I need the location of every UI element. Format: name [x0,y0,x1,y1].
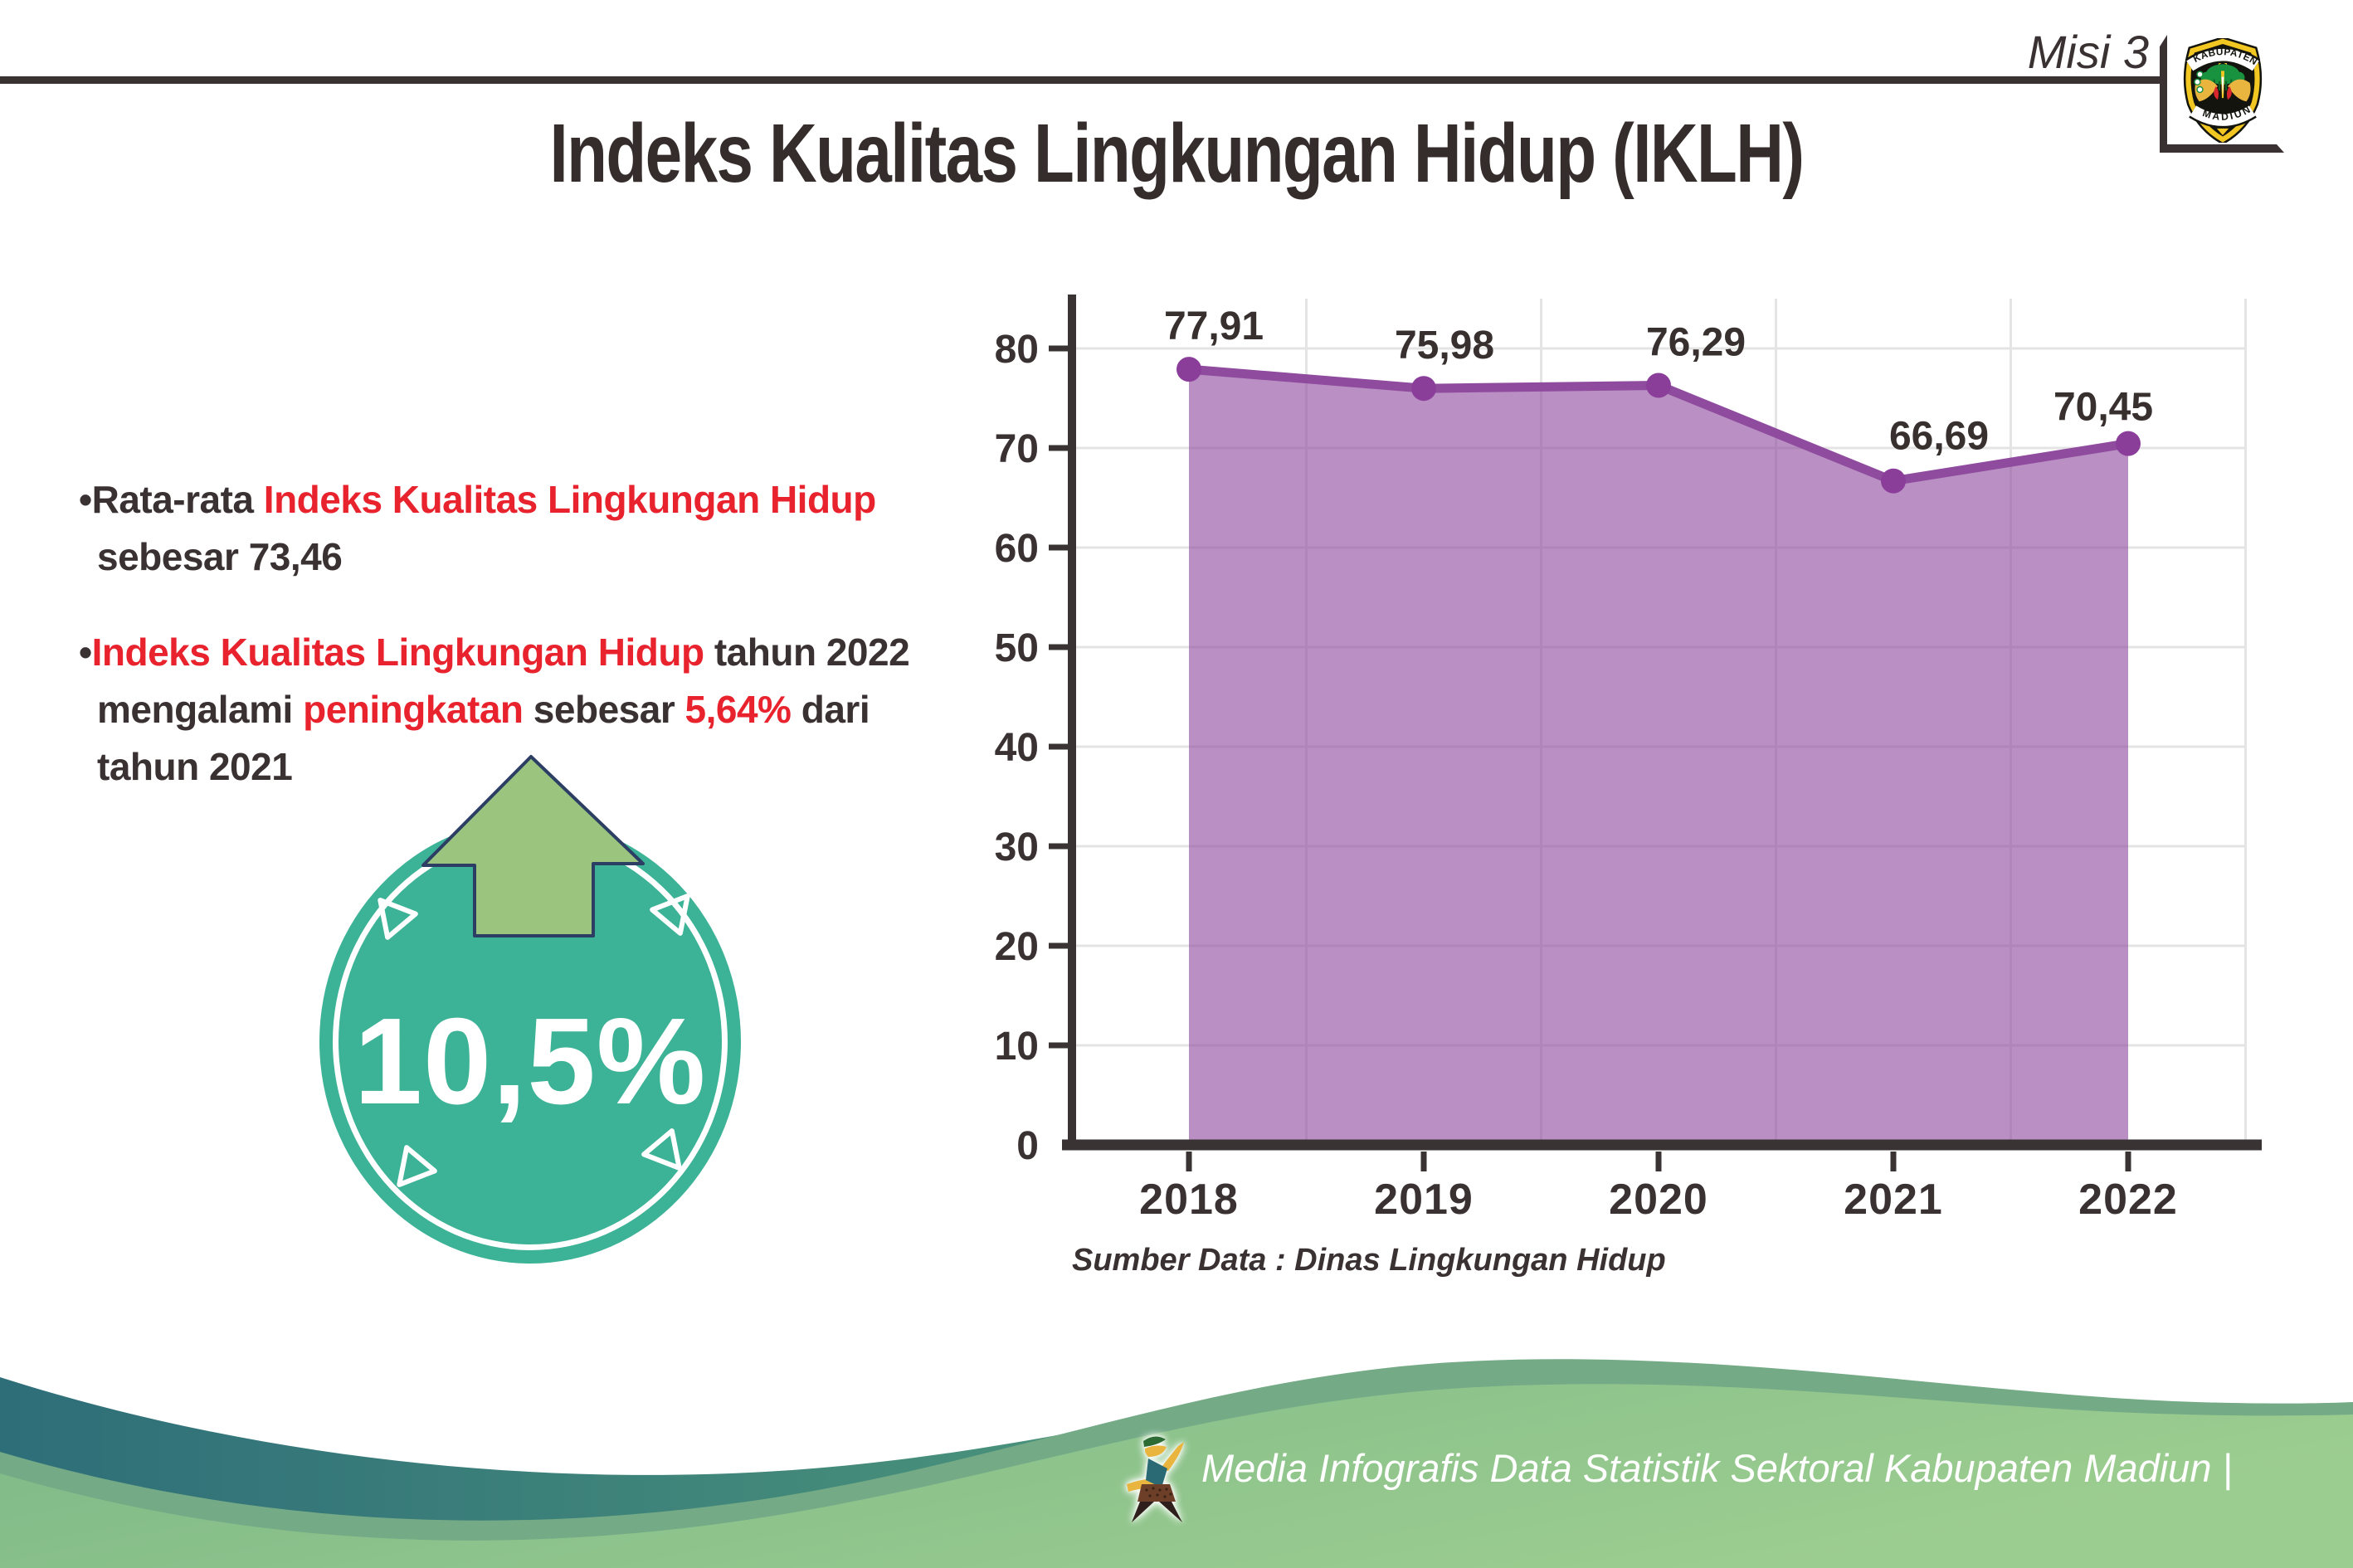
data-point-marker [2116,431,2141,456]
y-tick-label: 50 [995,626,1039,670]
mission-label: Misi 3 [2027,26,2149,78]
highlighted-text: 5,64% [684,688,792,731]
value-label: 75,98 [1395,324,1494,368]
highlighted-text: Indeks Kualitas Lingkungan Hidup [263,478,876,521]
value-label: 76,29 [1646,321,1746,365]
increase-percentage: 10,5% [353,993,707,1130]
body-text: dari [791,688,870,731]
mascot-arm-raised [1160,1442,1184,1471]
value-label: 66,69 [1889,415,1989,459]
mascot-face [1144,1445,1167,1457]
logo-wing-left [2195,79,2218,102]
up-arrow-icon [421,755,645,937]
body-text: tahun 2021 [97,745,293,788]
mascot-cap [1143,1436,1166,1447]
body-text: mengalami [97,688,304,731]
data-point-marker [1176,357,1201,382]
iklh-area-chart: 0 10 20 30 40 50 60 70 80 2018 2019 2020 2021 2022 77,… [995,295,2262,1224]
page-title: Indeks Kualitas Lingkungan Hidup (IKLH) [549,107,1805,200]
logo-bracket-vertical [2160,35,2167,152]
mascot-sash [1146,1458,1167,1488]
x-tick-label: 2018 [1139,1176,1239,1224]
logo-top-banner [2186,49,2259,71]
logo-bottom-banner [2190,105,2256,126]
bullet-line: tahun 2021 [79,738,991,796]
body-text: sebesar 73,46 [97,535,343,578]
x-tick-label: 2019 [1374,1176,1474,1224]
logo-blade [2221,76,2224,95]
key-findings: •Rata-rata Indeks Kualitas Lingkungan Hi… [79,471,991,834]
highlighted-text: peningkatan [303,688,524,731]
value-label: 70,45 [2053,386,2153,430]
value-label: 77,91 [1164,304,1264,348]
footer-waves [0,1359,2353,1568]
logo-bottom-emblem [2216,128,2229,136]
source-note: Sumber Data : Dinas Lingkungan Hidup [1072,1243,1666,1278]
badge-decorations [378,755,690,1187]
y-tick-label: 80 [995,328,1039,372]
area-fill [1189,369,2128,1146]
body-text: •Rata-rata [79,478,264,521]
y-tick-label: 70 [995,427,1039,471]
mascot-leg-right [1159,1502,1182,1522]
data-point-marker [1411,376,1436,402]
highlighted-text: Indeks Kualitas Lingkungan Hidup [91,631,704,674]
x-tick-label: 2021 [1844,1176,1943,1224]
bullet-line: sebesar 73,46 [79,528,991,586]
y-tick-label: 30 [995,825,1039,869]
x-tick-label: 2022 [2078,1176,2178,1224]
logo-cotton [2194,71,2204,94]
y-tick-label: 10 [995,1025,1039,1069]
logo-flame-right [2226,85,2232,100]
body-text: sebesar [523,688,685,731]
y-tick-label: 40 [995,726,1039,770]
body-text: tahun 2022 [704,631,910,674]
bullet-item: •Rata-rata Indeks Kualitas Lingkungan Hi… [79,471,991,586]
x-tick-label: 2020 [1609,1176,1708,1224]
footer-caption: Media Infografis Data Statistik Sektoral… [1201,1446,2233,1490]
data-point-marker [1881,468,1906,494]
kabupaten-madiun-logo: KABUPATEN MADIUN [2183,38,2263,143]
badge-tick-triangles [378,894,690,1187]
y-tick-label: 60 [995,527,1039,571]
body-text: • [79,631,92,674]
bullet-line: •Indeks Kualitas Lingkungan Hidup tahun … [79,624,991,681]
y-tick-label: 0 [1016,1124,1039,1168]
header-rule [0,76,2161,84]
mascot-sarong-pattern [1145,1487,1172,1498]
logo-wing-right [2228,79,2251,102]
mascot-leg-left [1132,1502,1154,1522]
bullet-line: •Rata-rata Indeks Kualitas Lingkungan Hi… [79,471,991,528]
logo-flame-left [2214,85,2219,100]
logo-bracket-horizontal [2160,144,2284,153]
y-tick-label: 20 [995,925,1039,969]
footer-wave-light [0,1384,2353,1568]
data-point-marker [1646,373,1671,398]
statistics-mascot-icon [1127,1436,1184,1522]
bullet-line: mengalami peningkatan sebesar 5,64% dari [79,681,991,738]
mascot-sarong [1138,1484,1176,1502]
bullet-item: •Indeks Kualitas Lingkungan Hidup tahun … [79,624,991,796]
